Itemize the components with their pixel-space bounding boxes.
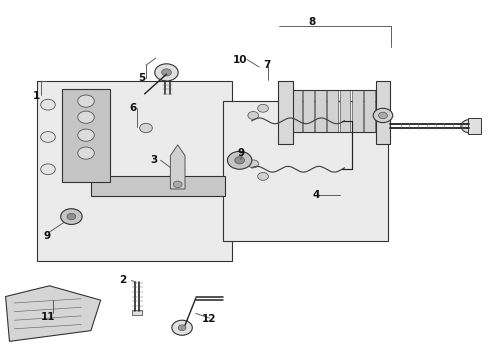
Circle shape bbox=[78, 147, 94, 159]
Text: 9: 9 bbox=[43, 231, 50, 240]
Circle shape bbox=[41, 99, 55, 110]
Bar bbox=[327, 90, 337, 132]
Circle shape bbox=[247, 160, 258, 168]
Text: 9: 9 bbox=[237, 148, 244, 158]
Text: 8: 8 bbox=[307, 17, 315, 27]
Text: 11: 11 bbox=[41, 312, 55, 322]
Bar bbox=[303, 90, 313, 132]
Circle shape bbox=[61, 209, 82, 225]
Bar bbox=[290, 90, 375, 132]
Text: 4: 4 bbox=[312, 190, 320, 200]
Circle shape bbox=[41, 164, 55, 175]
Circle shape bbox=[67, 213, 76, 220]
Polygon shape bbox=[222, 101, 387, 241]
Bar bbox=[467, 118, 480, 134]
Polygon shape bbox=[61, 89, 110, 182]
Bar bbox=[315, 90, 325, 132]
Circle shape bbox=[227, 151, 251, 169]
Polygon shape bbox=[5, 286, 101, 341]
Circle shape bbox=[155, 64, 178, 81]
Circle shape bbox=[78, 95, 94, 107]
Text: 12: 12 bbox=[202, 314, 216, 324]
Circle shape bbox=[41, 132, 55, 142]
Text: 1: 1 bbox=[33, 91, 40, 101]
Text: 5: 5 bbox=[138, 73, 145, 83]
Bar bbox=[277, 81, 293, 144]
Circle shape bbox=[257, 172, 268, 180]
Circle shape bbox=[78, 111, 94, 123]
Text: 6: 6 bbox=[129, 103, 137, 113]
Circle shape bbox=[140, 123, 152, 133]
Text: 3: 3 bbox=[150, 155, 158, 165]
Circle shape bbox=[173, 181, 182, 188]
Bar bbox=[351, 90, 362, 132]
Bar bbox=[290, 90, 301, 132]
Circle shape bbox=[178, 325, 185, 330]
Text: 10: 10 bbox=[232, 54, 246, 64]
Circle shape bbox=[460, 120, 479, 133]
Circle shape bbox=[378, 112, 386, 119]
Text: 7: 7 bbox=[263, 60, 270, 70]
Text: 2: 2 bbox=[119, 275, 126, 285]
Circle shape bbox=[234, 157, 244, 164]
Circle shape bbox=[257, 104, 268, 112]
Circle shape bbox=[161, 69, 171, 76]
Bar bbox=[375, 81, 389, 144]
Circle shape bbox=[78, 129, 94, 141]
Bar bbox=[132, 310, 142, 315]
Circle shape bbox=[372, 108, 392, 123]
Bar bbox=[339, 90, 349, 132]
Bar bbox=[91, 176, 224, 196]
Polygon shape bbox=[37, 81, 232, 261]
Circle shape bbox=[247, 112, 258, 120]
Circle shape bbox=[171, 320, 192, 335]
Bar bbox=[363, 90, 374, 132]
Polygon shape bbox=[170, 145, 184, 189]
